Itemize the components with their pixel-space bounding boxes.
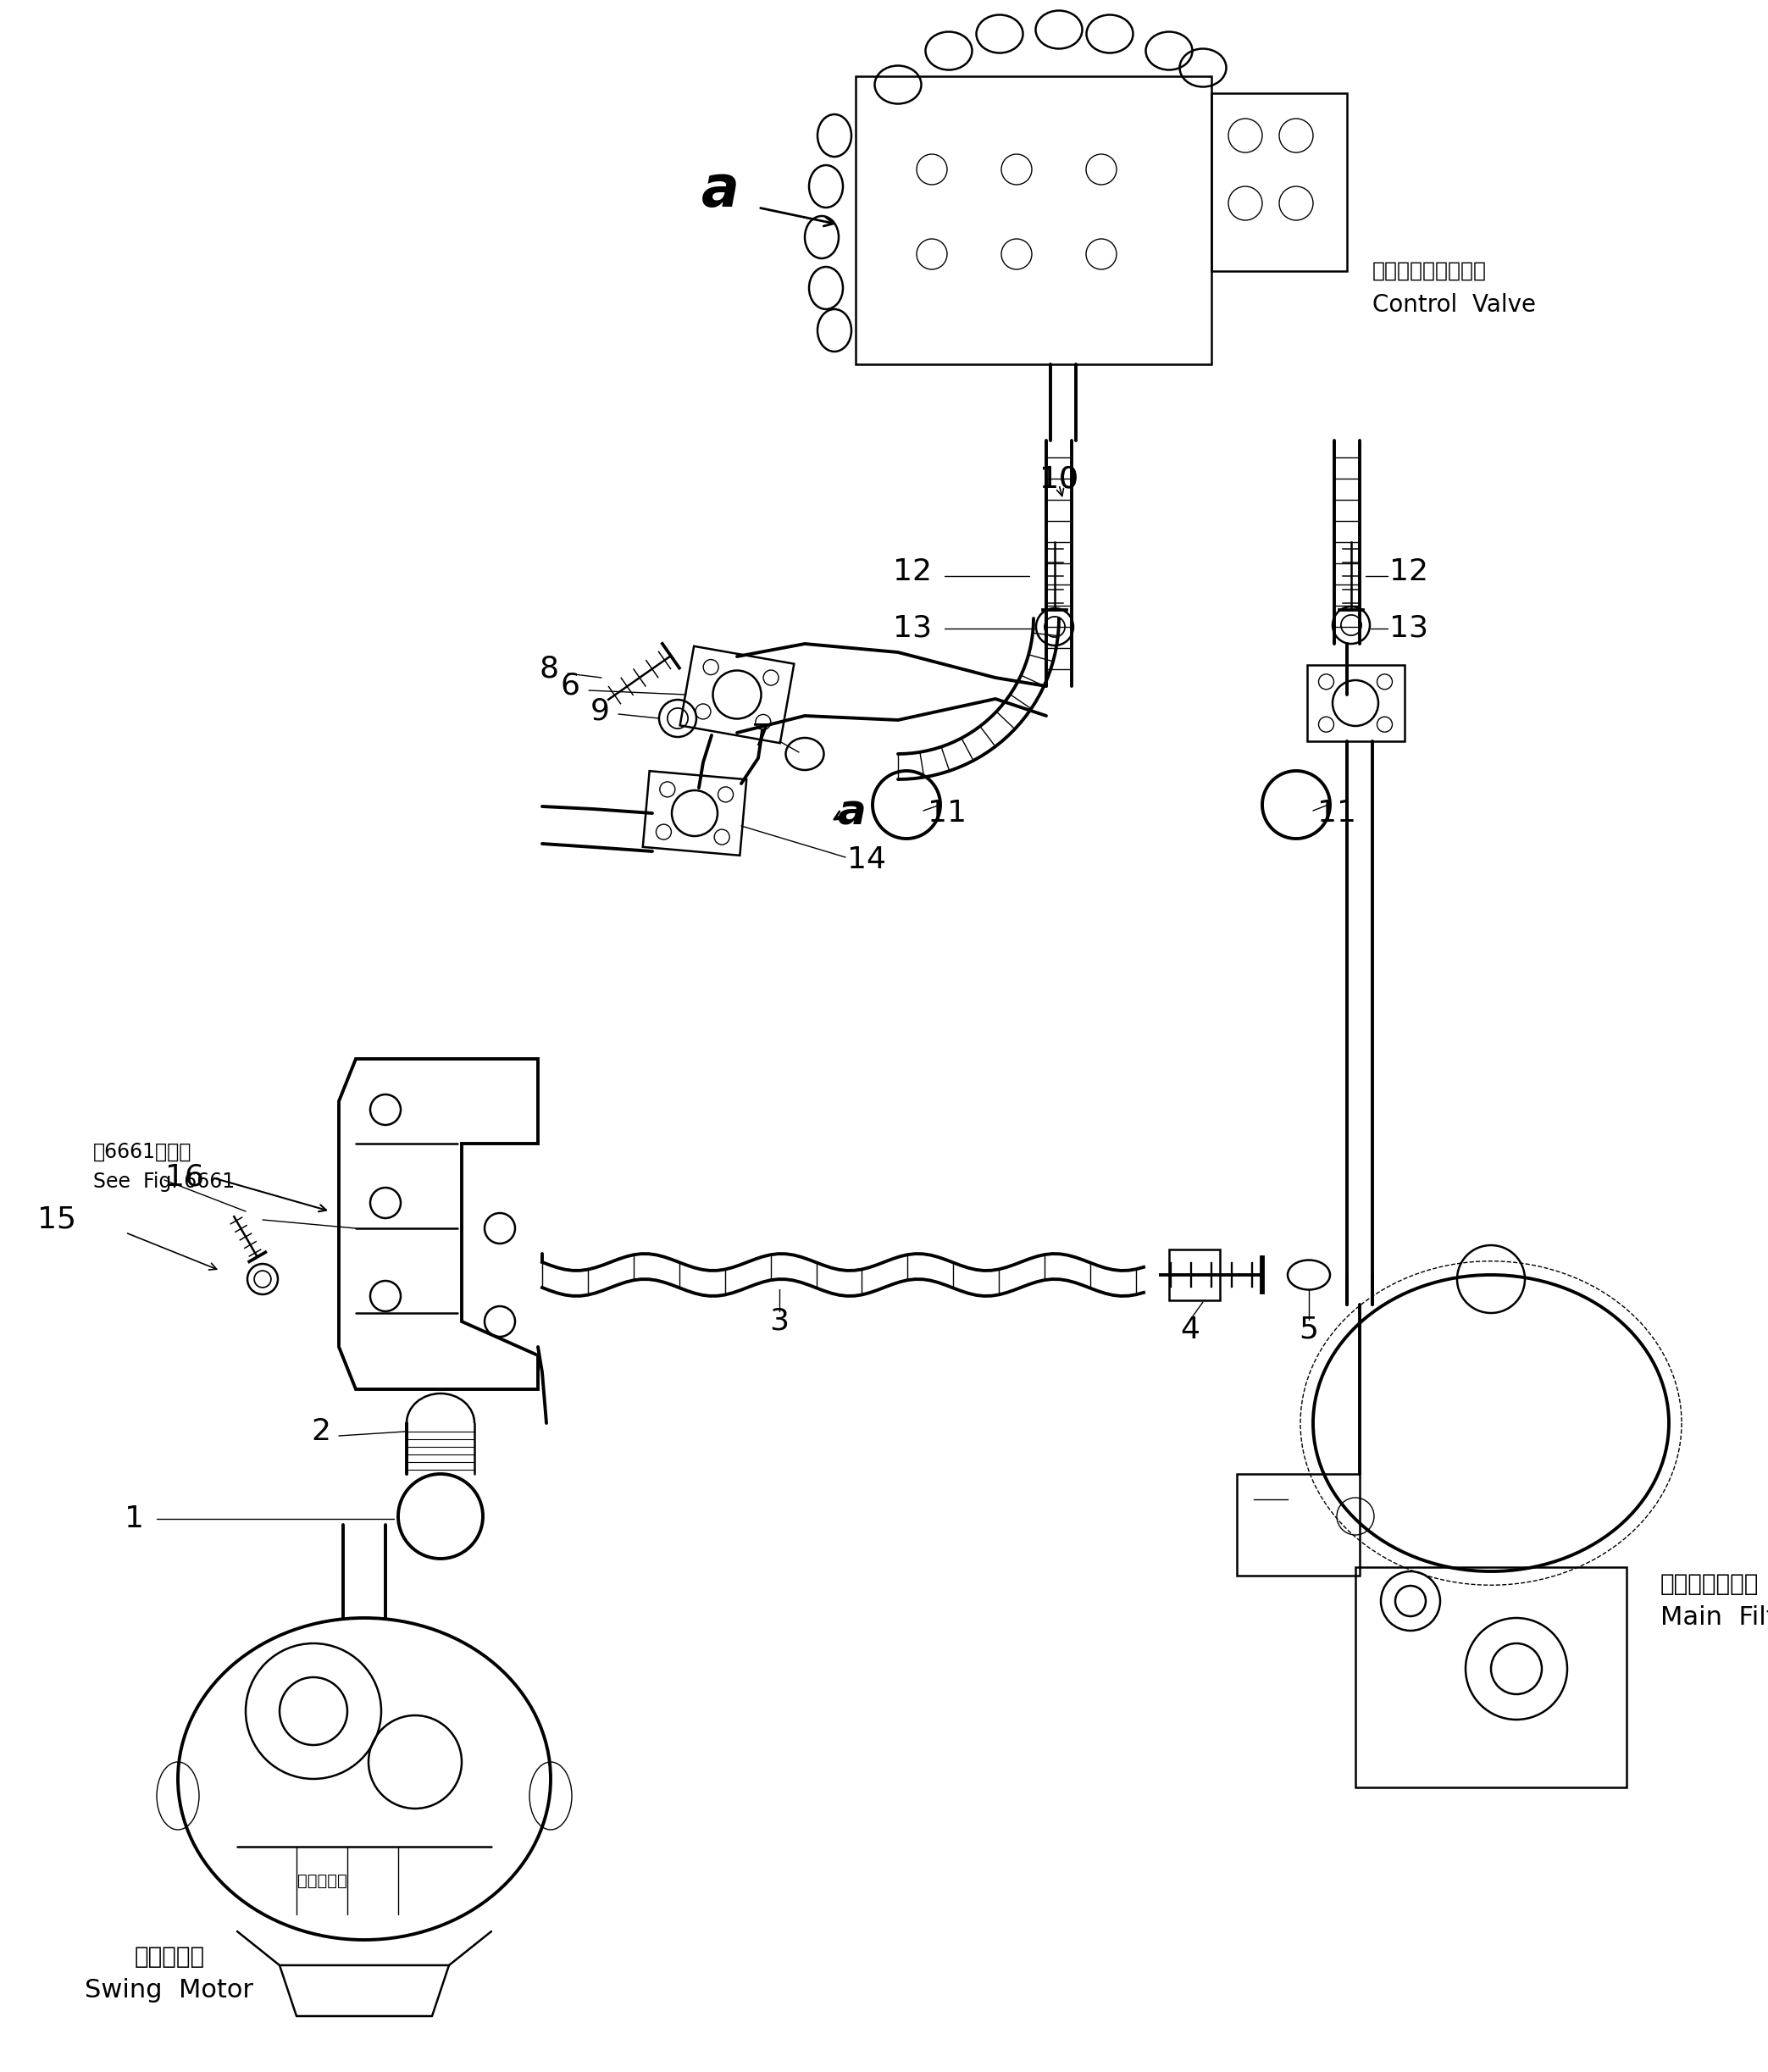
- Text: a: a: [702, 162, 739, 218]
- Bar: [856, 77, 1211, 365]
- Text: コントロールバルブ: コントロールバルブ: [1372, 261, 1487, 282]
- Text: 11: 11: [1317, 800, 1356, 827]
- Text: 16: 16: [164, 1162, 203, 1191]
- Text: Main  Filter: Main Filter: [1660, 1606, 1768, 1631]
- Text: 11: 11: [928, 800, 967, 827]
- Text: 2: 2: [311, 1417, 331, 1446]
- Text: Swing  Motor: Swing Motor: [85, 1979, 255, 2004]
- Text: a: a: [836, 794, 866, 833]
- Text: 4: 4: [1181, 1316, 1200, 1345]
- Text: 3: 3: [769, 1307, 789, 1336]
- Text: 旋回モータ: 旋回モータ: [297, 1873, 347, 1888]
- Text: Control  Valve: Control Valve: [1372, 292, 1536, 317]
- Text: 6: 6: [560, 671, 580, 700]
- Bar: [1211, 93, 1347, 271]
- Bar: [1169, 1249, 1220, 1301]
- Text: 12: 12: [1390, 557, 1429, 586]
- Text: 14: 14: [847, 845, 886, 874]
- Text: 10: 10: [1040, 464, 1078, 493]
- Text: 13: 13: [893, 613, 932, 642]
- Text: 9: 9: [591, 696, 610, 725]
- Text: 旋回モータ: 旋回モータ: [134, 1946, 205, 1968]
- Text: 8: 8: [539, 655, 559, 684]
- Text: 12: 12: [893, 557, 932, 586]
- Text: 10: 10: [1040, 464, 1078, 493]
- Bar: [1238, 1473, 1360, 1575]
- Text: 1: 1: [124, 1504, 143, 1533]
- Text: 13: 13: [1390, 613, 1429, 642]
- Text: 第6661図参照: 第6661図参照: [94, 1142, 191, 1162]
- Text: 15: 15: [37, 1206, 76, 1235]
- Bar: [1356, 1566, 1627, 1788]
- Text: 7: 7: [751, 723, 771, 752]
- Text: メインフィルタ: メインフィルタ: [1660, 1573, 1759, 1595]
- Text: 5: 5: [1299, 1316, 1319, 1345]
- Text: See  Fig. 6661: See Fig. 6661: [94, 1171, 235, 1191]
